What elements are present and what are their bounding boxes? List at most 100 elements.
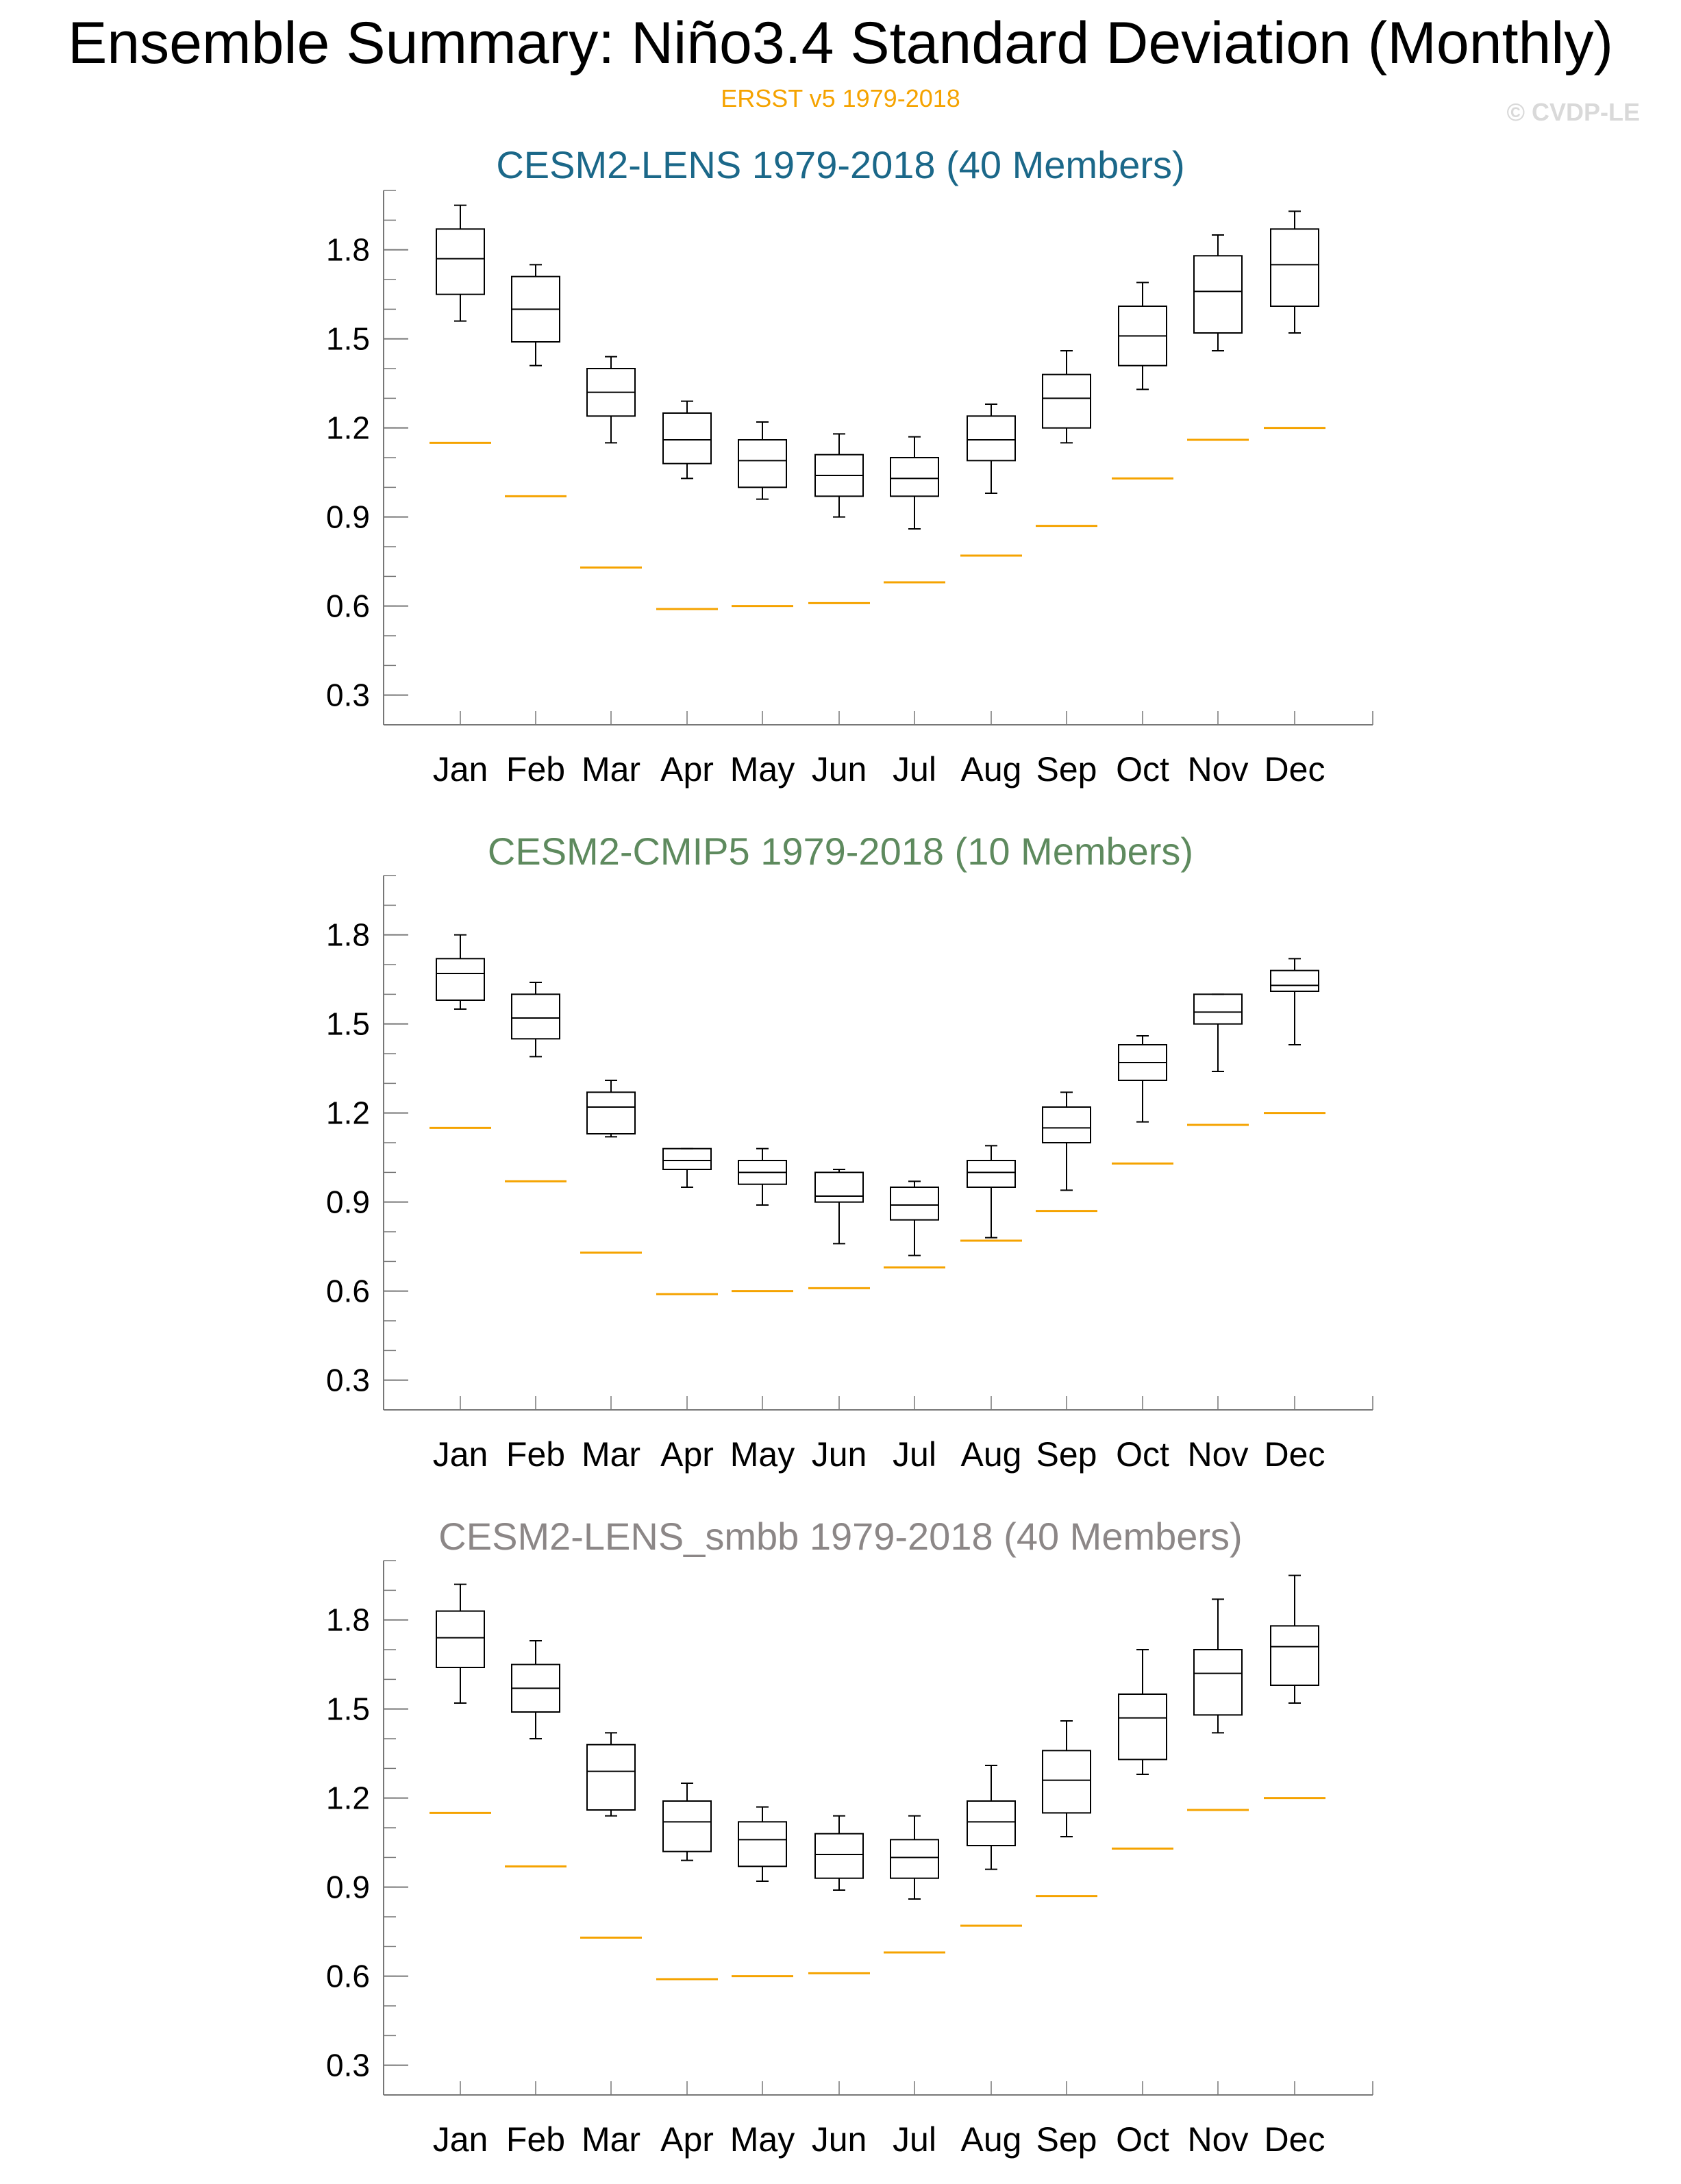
iqr-box (1042, 1106, 1091, 1143)
box-jan (436, 934, 485, 1010)
box-jan (436, 204, 485, 322)
box-jul (890, 436, 939, 530)
iqr-box (1270, 1625, 1319, 1686)
box-nov (1193, 993, 1243, 1072)
x-tick-label: Jul (893, 2120, 936, 2159)
iqr-box (1193, 1649, 1243, 1716)
x-tick-label: Sep (1036, 2120, 1097, 2159)
box-oct (1118, 1035, 1167, 1123)
iqr-box (890, 1839, 939, 1879)
iqr-box (1193, 255, 1243, 334)
box-nov (1193, 1598, 1243, 1734)
y-tick-label: 0.9 (326, 1870, 370, 1905)
box-oct (1118, 1649, 1167, 1775)
x-tick-label: Jun (812, 2120, 867, 2159)
iqr-box (662, 1800, 712, 1852)
y-tick-label: 1.2 (326, 410, 370, 446)
box-nov (1193, 234, 1243, 351)
x-tick-label: Mar (582, 750, 640, 789)
box-dec (1270, 210, 1319, 334)
box-sep (1042, 1720, 1091, 1837)
x-tick-label: Jul (893, 1435, 936, 1474)
box-mar (586, 1080, 636, 1138)
y-tick-label: 0.9 (326, 1184, 370, 1220)
x-tick-label: Jun (812, 750, 867, 789)
iqr-box (814, 1833, 864, 1879)
credit-watermark: © CVDP-LE (1506, 98, 1640, 126)
x-tick-label: May (730, 2120, 795, 2159)
box-apr (662, 1147, 712, 1188)
main-title: Ensemble Summary: Niño3.4 Standard Devia… (67, 10, 1614, 76)
iqr-box (662, 412, 712, 464)
x-tick-label: Dec (1265, 1435, 1325, 1474)
box-jun (814, 1815, 864, 1891)
box-mar (586, 1732, 636, 1817)
iqr-box (814, 1171, 864, 1203)
box-apr (662, 400, 712, 480)
box-aug (967, 1765, 1016, 1870)
x-tick-label: Sep (1036, 1435, 1097, 1474)
x-tick-label: Feb (506, 1435, 565, 1474)
chart-panel-3: CESM2-LENS_smbb 1979-2018 (40 Members) 0.… (326, 1515, 1373, 2159)
box-oct (1118, 282, 1167, 390)
y-tick-label: 0.3 (326, 678, 370, 713)
x-tick-label: Feb (506, 750, 565, 789)
x-tick-label: Jan (433, 2120, 488, 2159)
x-tick-label: Aug (961, 2120, 1022, 2159)
box-feb (511, 264, 560, 367)
x-tick-label: Mar (582, 1435, 640, 1474)
box-dec (1270, 1574, 1319, 1704)
x-tick-label: Aug (961, 1435, 1022, 1474)
x-tick-label: Apr (660, 2120, 714, 2159)
y-tick-label: 1.8 (326, 232, 370, 268)
iqr-box (1193, 993, 1243, 1025)
y-tick-label: 1.5 (326, 1006, 370, 1042)
y-tick-label: 0.6 (326, 1274, 370, 1309)
x-tick-label: Nov (1188, 1435, 1249, 1474)
iqr-box (586, 1091, 636, 1135)
x-tick-label: Oct (1116, 1435, 1169, 1474)
iqr-box (738, 439, 787, 488)
box-sep (1042, 1091, 1091, 1191)
y-tick-label: 0.9 (326, 499, 370, 535)
x-tick-label: Jan (433, 1435, 488, 1474)
box-jul (890, 1815, 939, 1900)
y-tick-label: 1.5 (326, 1691, 370, 1727)
iqr-box (436, 228, 485, 295)
x-tick-label: Dec (1265, 750, 1325, 789)
iqr-box (511, 993, 560, 1040)
observation-label: ERSST v5 1979-2018 (721, 84, 960, 112)
y-tick-label: 0.6 (326, 588, 370, 624)
box-apr (662, 1783, 712, 1861)
x-tick-label: Aug (961, 750, 1022, 789)
iqr-box (967, 1160, 1016, 1188)
box-feb (511, 982, 560, 1058)
panel-title: CESM2-LENS_smbb 1979-2018 (40 Members) (438, 1515, 1242, 1558)
iqr-box (436, 958, 485, 1002)
iqr-box (436, 1610, 485, 1669)
iqr-box (890, 1187, 939, 1221)
panel-title: CESM2-CMIP5 1979-2018 (10 Members) (488, 830, 1193, 873)
box-jun (814, 1169, 864, 1245)
x-tick-label: Nov (1188, 2120, 1249, 2159)
box-may (738, 1147, 787, 1206)
y-tick-label: 0.6 (326, 1959, 370, 1994)
y-tick-label: 1.8 (326, 1602, 370, 1638)
x-tick-label: May (730, 750, 795, 789)
box-sep (1042, 350, 1091, 444)
box-dec (1270, 958, 1319, 1045)
x-tick-label: Jan (433, 750, 488, 789)
iqr-box (662, 1147, 712, 1170)
box-aug (967, 404, 1016, 494)
x-tick-label: Nov (1188, 750, 1249, 789)
iqr-box (1118, 1693, 1167, 1761)
y-tick-label: 0.3 (326, 2048, 370, 2083)
y-tick-label: 1.8 (326, 917, 370, 953)
x-tick-label: Jun (812, 1435, 867, 1474)
box-jan (436, 1583, 485, 1704)
iqr-box (1042, 1750, 1091, 1814)
iqr-box (1042, 373, 1091, 429)
x-tick-label: May (730, 1435, 795, 1474)
box-aug (967, 1145, 1016, 1239)
